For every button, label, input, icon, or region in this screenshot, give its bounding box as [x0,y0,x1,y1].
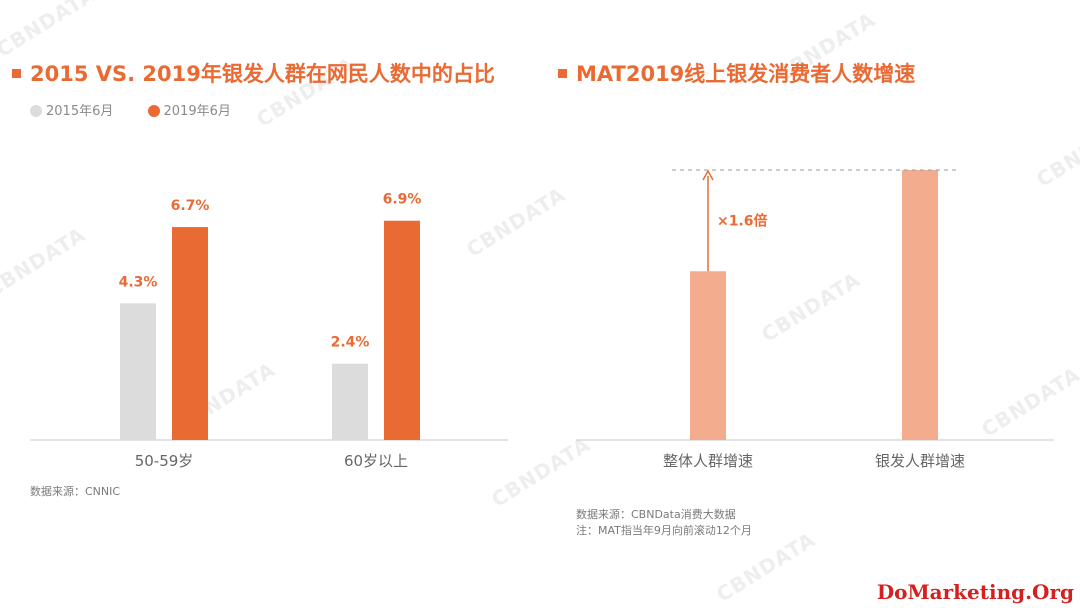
left-chart-title-text: 2015 VS. 2019年银发人群在网民人数中的占比 [30,62,495,86]
category-label: 整体人群增速 [663,452,753,470]
arrow-head-icon [702,169,714,181]
source-note-right: 数据来源：CBNData消费大数据 注：MAT指当年9月向前滚动12个月 [576,507,752,539]
source-note-right-line2: 注：MAT指当年9月向前滚动12个月 [576,524,752,537]
right-chart-title: MAT2019线上银发消费者人数增速 [558,58,915,90]
legend: 2015年6月 2019年6月 [30,100,261,119]
legend-label: 2015年6月 [46,104,114,119]
legend-label: 2019年6月 [163,104,231,119]
bar [690,271,726,440]
left-chart-title: 2015 VS. 2019年银发人群在网民人数中的占比 [12,58,495,90]
bar [332,363,368,440]
data-label: 2.4% [331,335,370,351]
bar [120,303,156,440]
source-note-left: 数据来源：CNNIC [30,485,121,498]
data-label: 6.9% [383,192,422,208]
growth-annotation: ×1.6倍 [717,213,768,230]
legend-item-2015: 2015年6月 [30,100,113,119]
bar [172,227,208,440]
bar [384,220,420,440]
right-chart-title-text: MAT2019线上银发消费者人数增速 [576,62,916,86]
data-label: 6.7% [171,198,210,214]
bar [902,170,938,440]
footer-brand-logo: DoMarketing.Org [876,580,1074,604]
title-square-icon [12,68,21,78]
data-label: 4.3% [119,274,158,290]
category-label: 50-59岁 [135,452,194,470]
legend-item-2019: 2019年6月 [147,100,231,119]
source-note-right-line1: 数据来源：CBNData消费大数据 [576,508,736,521]
legend-dot-icon [147,104,160,117]
category-label: 银发人群增速 [875,452,965,470]
title-square-icon [558,68,567,78]
legend-dot-icon [30,104,42,117]
category-label: 60岁以上 [344,452,408,470]
